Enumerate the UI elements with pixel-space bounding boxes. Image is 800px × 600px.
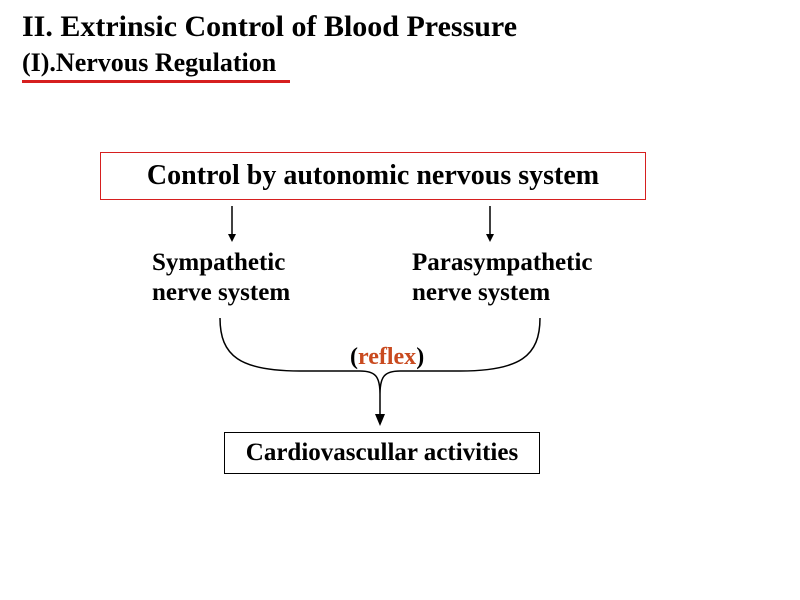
cardiovascular-text: Cardiovascullar activities: [246, 439, 518, 467]
sympathetic-line2: nerve system: [152, 278, 290, 308]
main-heading-text: II. Extrinsic Control of Blood Pressure: [22, 10, 517, 43]
parasympathetic-line1: Parasympathetic: [412, 248, 593, 278]
parasympathetic-line2: nerve system: [412, 278, 593, 308]
parasympathetic-node: Parasympathetic nerve system: [412, 248, 593, 308]
autonomic-system-box: Control by autonomic nervous system: [100, 152, 646, 200]
sympathetic-line1: Sympathetic: [152, 248, 290, 278]
brace-connector: [180, 316, 580, 441]
sub-heading: (I).Nervous Regulation: [22, 48, 276, 78]
main-heading: II. Extrinsic Control of Blood Pressure: [22, 10, 517, 44]
cardiovascular-box: Cardiovascullar activities: [224, 432, 540, 474]
autonomic-system-text: Control by autonomic nervous system: [147, 160, 599, 192]
sub-heading-text: (I).Nervous Regulation: [22, 48, 276, 77]
sub-heading-underline: [22, 80, 290, 83]
sympathetic-node: Sympathetic nerve system: [152, 248, 290, 308]
